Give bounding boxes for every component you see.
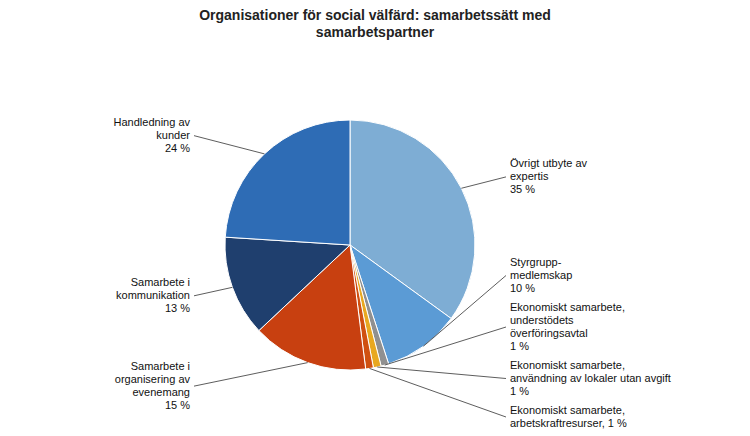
- leader-line: [461, 177, 506, 188]
- slice-label-line: kunder: [156, 129, 190, 141]
- background: [0, 0, 750, 436]
- slice-label: Ekonomiskt samarbete,arbetskraftresurser…: [510, 404, 627, 429]
- slice-label-line: Övrigt utbyte av: [510, 157, 588, 169]
- leader-line: [194, 136, 264, 154]
- slice-label: Handledning avkunder24 %: [114, 116, 191, 154]
- leader-line: [385, 327, 506, 365]
- leader-line: [377, 367, 506, 379]
- slice-label-line: expertis: [510, 170, 549, 182]
- chart: Organisationer för social välfärd: samar…: [0, 0, 750, 436]
- title-line: Organisationer för social välfärd: samar…: [199, 7, 551, 23]
- slice-label-line: Styrgrupp-: [510, 256, 562, 268]
- slice-label-line: överföringsavtal: [510, 327, 588, 339]
- slice-label-line: Samarbete i: [131, 360, 190, 372]
- slice-label-line: 15 %: [165, 399, 190, 411]
- pie-slice: [225, 237, 350, 330]
- title-line: samarbetspartner: [316, 24, 435, 40]
- slice-label-line: 24 %: [165, 142, 190, 154]
- slice-label-line: 35 %: [510, 183, 535, 195]
- slice-label-line: Handledning av: [114, 116, 191, 128]
- slice-label: Ekonomiskt samarbete,användning av lokal…: [510, 359, 671, 397]
- slice-label-line: organisering av: [115, 373, 191, 385]
- slices: [225, 120, 475, 370]
- leader-line: [370, 368, 506, 417]
- pie-slice: [225, 120, 350, 245]
- leader-line: [194, 287, 232, 295]
- slice-label-line: användning av lokaler utan avgift: [510, 372, 671, 384]
- slice-label-line: arbetskraftresurser, 1 %: [510, 417, 627, 429]
- slice-label-line: 1 %: [510, 340, 529, 352]
- slice-label: Samarbete ikommunikation13 %: [116, 276, 190, 314]
- slice-label: Samarbete iorganisering avevenemang15 %: [115, 360, 191, 411]
- slice-label: Ekonomiskt samarbete,understödetsöverför…: [510, 301, 625, 352]
- leader-line: [194, 363, 308, 387]
- title: Organisationer för social välfärd: samar…: [199, 7, 551, 40]
- slice-label-line: understödets: [510, 314, 574, 326]
- slice-label: Övrigt utbyte avexpertis35 %: [510, 157, 588, 195]
- leader-line: [423, 276, 506, 347]
- slice-label-line: evenemang: [133, 386, 191, 398]
- slice-label-line: Ekonomiskt samarbete,: [510, 404, 625, 416]
- slice-label-line: 13 %: [165, 302, 190, 314]
- labels: Övrigt utbyte avexpertis35 % Styrgrupp-me…: [114, 116, 671, 429]
- slice-label-line: 10 %: [510, 282, 535, 294]
- slice-label-line: kommunikation: [116, 289, 190, 301]
- slice-label-line: Samarbete i: [131, 276, 190, 288]
- chart-container: Organisationer för social välfärd: samar…: [0, 0, 750, 436]
- slice-label-line: medlemskap: [510, 269, 572, 281]
- slice-label-line: Ekonomiskt samarbete,: [510, 301, 625, 313]
- slice-label-line: 1 %: [510, 385, 529, 397]
- slice-label-line: Ekonomiskt samarbete,: [510, 359, 625, 371]
- slice-label: Styrgrupp-medlemskap10 %: [510, 256, 572, 294]
